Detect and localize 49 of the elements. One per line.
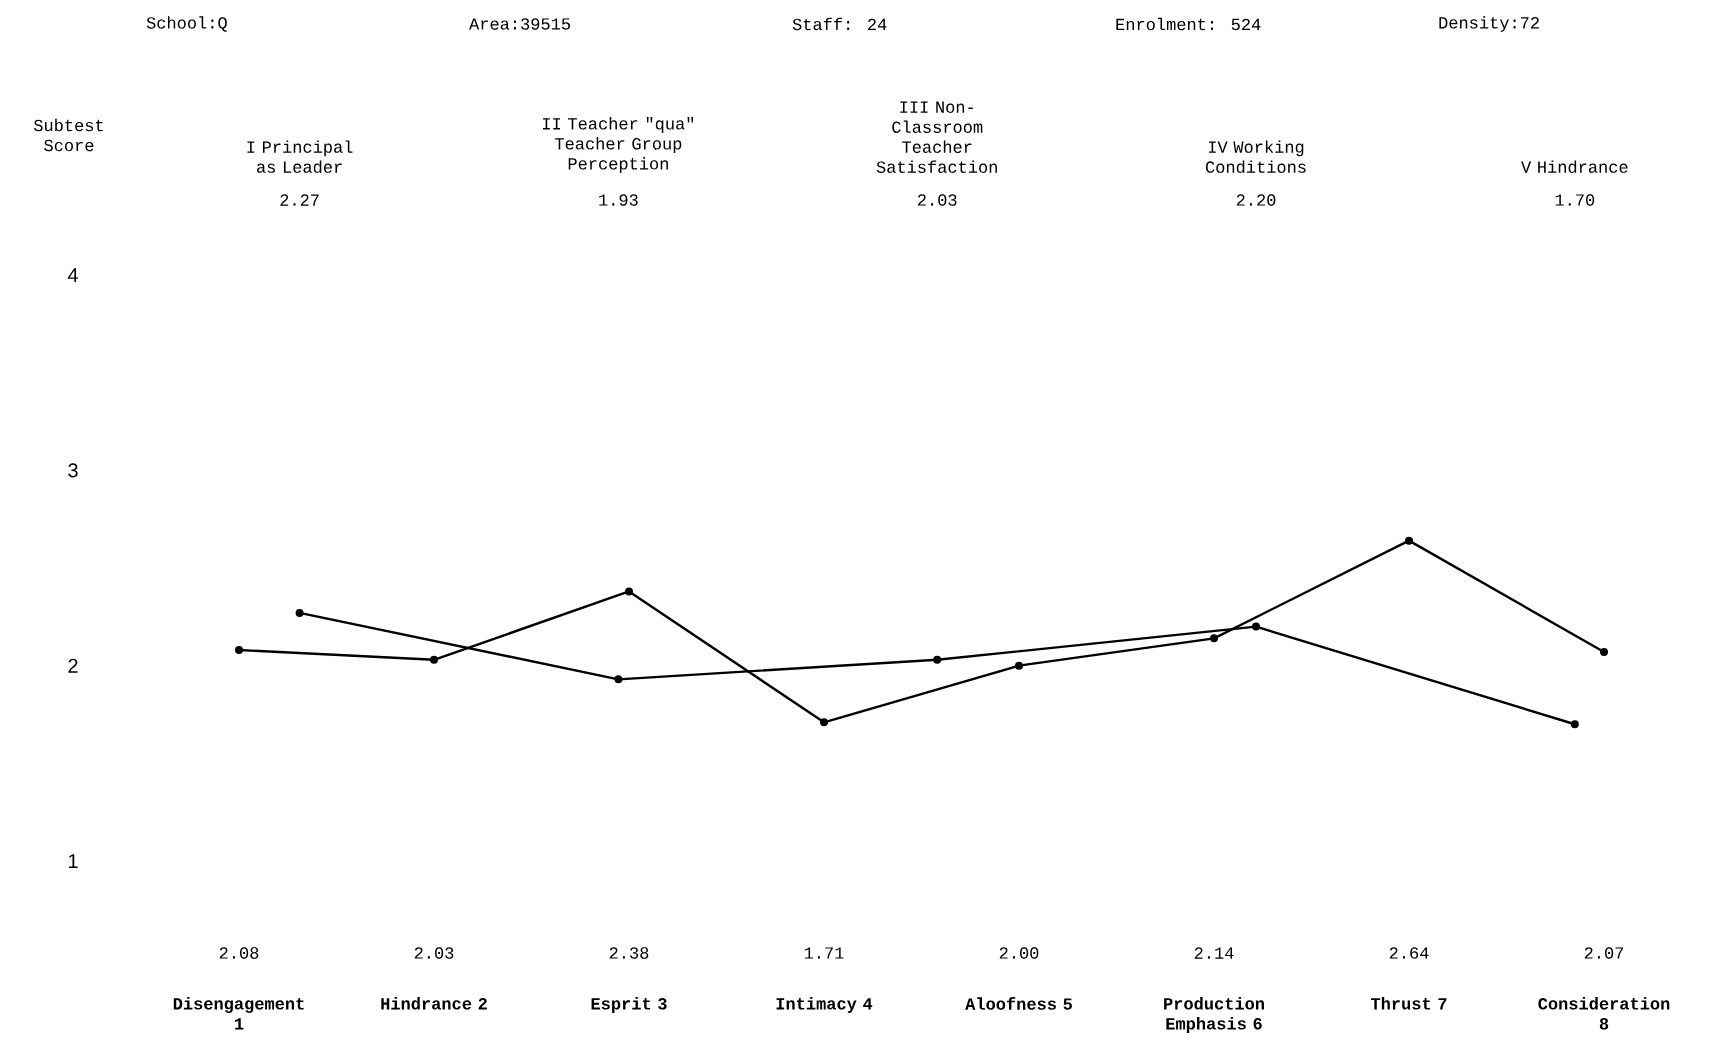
x-tick-label: IV Working Conditions	[1205, 140, 1306, 173]
data-label: 1.71	[804, 947, 844, 959]
data-label: 2.27	[280, 194, 319, 206]
point	[1570, 720, 1579, 729]
point	[1252, 622, 1261, 631]
text: Enrolment: 524	[1116, 17, 1261, 31]
data-label: 2.20	[1236, 194, 1276, 206]
x-tick-label: Consideration 8	[1538, 997, 1670, 1030]
data-label: 2.07	[1584, 947, 1624, 959]
x-tick-label: Disengagement 1	[173, 997, 304, 1030]
x-tick-label: Hindrance 2	[381, 997, 487, 1010]
y-tick-label: 3	[68, 463, 78, 478]
x-tick-label: I Principal as Leader	[247, 140, 353, 173]
point	[295, 608, 304, 617]
y-tick-label: 2	[68, 658, 78, 673]
data-label: 2.14	[1194, 947, 1234, 959]
text: School:Q	[146, 16, 227, 32]
data-label: 1.93	[599, 194, 638, 206]
point	[820, 718, 829, 727]
x-tick-label: Aloofness 5	[965, 997, 1072, 1010]
x-tick-label: II Teacher "qua" Teacher Group Perception	[543, 117, 694, 173]
x-tick-label: V Hindrance	[1521, 160, 1628, 173]
point	[1015, 661, 1024, 670]
data-label: 1.70	[1555, 194, 1595, 206]
data-label: 2.03	[918, 194, 957, 206]
point	[1405, 536, 1414, 545]
x-tick-label: Production Emphasis 6	[1164, 997, 1264, 1033]
point	[1210, 634, 1219, 643]
y-tick-label: 4	[67, 268, 78, 282]
point	[1600, 648, 1609, 656]
y-axis-title: Subtest Score	[33, 118, 103, 152]
point	[625, 587, 633, 596]
x-tick-label: III Non-Classroom Teacher Satisfaction	[876, 101, 997, 173]
y-tick-label: 1	[68, 854, 78, 868]
point	[235, 646, 243, 655]
x-tick-label: Esprit 3	[591, 997, 667, 1013]
x-tick-label: Intimacy 4	[776, 997, 873, 1013]
x-tick-label: Thrust 7	[1370, 997, 1447, 1010]
data-label: 2.38	[609, 947, 649, 959]
point	[933, 655, 942, 664]
data-label: 2.64	[1389, 947, 1429, 959]
text: Area:39515	[469, 18, 570, 30]
point	[430, 655, 438, 664]
point	[614, 675, 623, 684]
data-label: 2.08	[219, 947, 259, 959]
data-label: 2.03	[414, 947, 454, 959]
data-label: 2.00	[999, 947, 1039, 959]
text: Density:72	[1439, 16, 1539, 32]
text: Staff: 24	[792, 17, 887, 31]
